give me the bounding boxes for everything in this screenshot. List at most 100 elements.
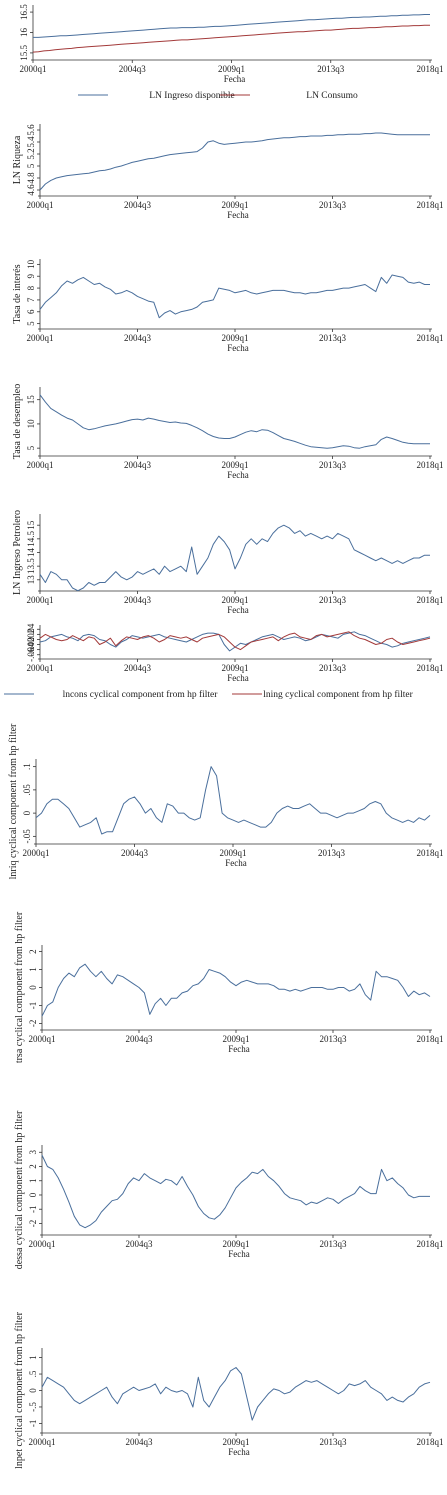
x-tick-label: 2004q3 <box>119 64 147 74</box>
chart-panel-2: 4.64.8 5 5.25.45.6 2000q1 2004q3 2009q1 2013q3… <box>12 124 444 220</box>
x-tick-label: 2004q3 <box>121 848 149 858</box>
y-tick-label: -.02 <box>26 637 36 651</box>
x-tick-label: 2009q1 <box>223 1239 250 1249</box>
x-tick-label: 2000q1 <box>23 848 50 858</box>
x-tick-label: 2004q3 <box>124 663 152 673</box>
x-tick-label: 2000q1 <box>27 333 54 343</box>
x-axis-title: Fecha <box>228 1447 250 1457</box>
y-tick-label: 5.6 <box>26 124 36 136</box>
y-axis-title: LN Riqueza <box>12 135 23 184</box>
chart-panel-3: 5 6 7 8 9 10 2000q1 2004q3 2009q1 2013q3 2018q1 Fec… <box>12 259 444 353</box>
series-line-1 <box>33 14 430 38</box>
y-tick-label: -.04 <box>26 642 36 657</box>
x-axis-title: Fecha <box>227 343 249 353</box>
series-line-1 <box>35 766 431 835</box>
y-tick-label: 15.5 <box>19 45 29 61</box>
y-tick-label: 1 <box>28 1355 38 1360</box>
legend-label-1: LN Ingreso disponible <box>149 91 235 101</box>
y-tick-label: 4.8 <box>26 172 36 184</box>
y-tick-label: 16 <box>19 28 29 38</box>
y-axis-title: trsa cyclical component from hp filter <box>14 911 25 1063</box>
y-tick-label: 5 <box>26 445 36 450</box>
x-tick-label: 2013q3 <box>319 663 347 673</box>
x-tick-label: 2000q1 <box>29 1034 56 1044</box>
y-tick-label: -2 <box>28 1020 38 1028</box>
x-tick-label: 2000q1 <box>29 1437 56 1447</box>
x-tick-label: 2000q1 <box>27 663 54 673</box>
y-tick-label: 0 <box>28 985 38 990</box>
chart-panel-4: 5 10 15 2000q1 2004q3 2009q1 2013q3 2018q1 Fecha… <box>12 384 444 480</box>
x-axis-title: Fecha <box>227 470 249 480</box>
y-axis-title: Tasa de desempleo <box>12 384 23 459</box>
series-line-2 <box>32 24 430 53</box>
y-tick-label: -2 <box>28 1220 38 1228</box>
x-tick-label: 2013q3 <box>320 1034 348 1044</box>
legend-label-2: lning cyclical component from hp filter <box>263 689 413 700</box>
x-tick-label: 2009q1 <box>218 64 245 74</box>
chart-panel-9: -2 -1 0 1 2 3 2000q1 2004q3 2009q1 2013q3 2018q1 Fe… <box>14 1110 444 1269</box>
y-tick-label: 2 <box>28 1164 38 1169</box>
x-tick-label: 2004q3 <box>124 595 152 605</box>
y-tick-label: 2 <box>28 949 38 954</box>
y-tick-label: -.5 <box>28 1402 38 1412</box>
x-tick-label: 2018q1 <box>417 1239 444 1249</box>
series-line-2 <box>39 631 431 651</box>
x-tick-label: 2004q3 <box>124 333 152 343</box>
series-line-1 <box>41 1367 431 1421</box>
y-tick-label: 13.5 <box>26 558 36 574</box>
series-line-1 <box>41 963 431 1017</box>
y-tick-label: .04 <box>26 623 36 635</box>
y-tick-label: 5 <box>26 163 36 168</box>
chart-panel-6: -.06-.04-.020.02.04 2000q1 2004q3 2009q1 201… <box>4 623 444 700</box>
y-tick-label: .02 <box>26 629 36 640</box>
y-tick-label: 16.5 <box>19 4 29 20</box>
x-axis-title: Fecha <box>227 210 249 220</box>
y-tick-label: 0 <box>26 637 36 642</box>
chart-panel-10: -1 -.5 0 .5 1 2000q1 2004q3 2009q1 2013q3 2018q1 F… <box>14 1311 444 1469</box>
y-tick-label: 14 <box>26 548 36 558</box>
y-tick-label: -1 <box>28 1205 38 1213</box>
x-tick-label: 2004q3 <box>124 460 152 470</box>
x-tick-label: 2000q1 <box>20 64 47 74</box>
x-axis-title: Fecha <box>227 605 249 615</box>
x-tick-label: 2000q1 <box>27 595 54 605</box>
y-tick-label: 14.5 <box>26 530 36 546</box>
series-line-1 <box>41 1154 430 1229</box>
x-tick-label: 2018q1 <box>417 460 444 470</box>
x-tick-label: 2009q1 <box>222 200 249 210</box>
y-tick-label: .05 <box>22 784 32 796</box>
y-tick-label: -1 <box>28 1002 38 1010</box>
y-tick-label: 9 <box>26 273 36 278</box>
x-tick-label: 2004q3 <box>126 1437 154 1447</box>
x-tick-label: 2009q1 <box>223 1437 250 1447</box>
x-tick-label: 2013q3 <box>319 595 347 605</box>
y-tick-label: .1 <box>22 763 32 770</box>
x-tick-label: 2009q1 <box>222 460 249 470</box>
x-tick-label: 2013q3 <box>319 333 347 343</box>
x-tick-label: 2004q3 <box>126 1034 154 1044</box>
x-tick-label: 2013q3 <box>318 848 346 858</box>
x-tick-label: 2018q1 <box>417 1034 444 1044</box>
x-tick-label: 2013q3 <box>320 1239 348 1249</box>
x-tick-label: 2018q1 <box>417 1437 444 1447</box>
y-tick-label: 3 <box>28 1150 38 1155</box>
legend-label-2: LN Consumo <box>306 91 358 101</box>
x-tick-label: 2013q3 <box>319 460 347 470</box>
x-tick-label: 2018q1 <box>417 200 444 210</box>
x-tick-label: 2000q1 <box>27 200 54 210</box>
x-tick-label: 2009q1 <box>222 595 249 605</box>
y-axis-title: dessa cyclical component from hp filter <box>14 1110 25 1269</box>
y-tick-label: 10 <box>26 419 36 429</box>
x-tick-label: 2018q1 <box>417 333 444 343</box>
series-line-1 <box>39 132 430 191</box>
y-tick-label: 0 <box>22 810 32 815</box>
x-tick-label: 2013q3 <box>317 64 345 74</box>
x-tick-label: 2009q1 <box>222 663 249 673</box>
series-line-1 <box>39 274 430 319</box>
y-tick-label: .5 <box>28 1370 38 1377</box>
x-tick-label: 2004q3 <box>124 200 152 210</box>
x-axis-title: Fecha <box>224 74 246 84</box>
x-tick-label: 2009q1 <box>220 848 247 858</box>
